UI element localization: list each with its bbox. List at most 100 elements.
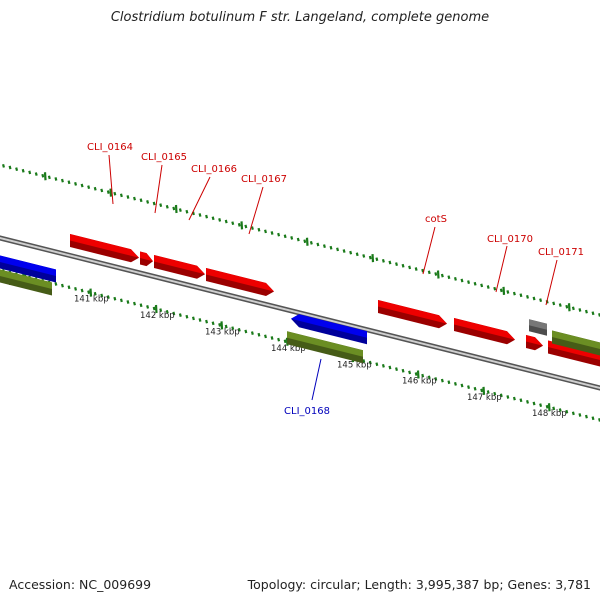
top-ruler-minor-tick <box>47 175 51 180</box>
misc-feature-highlight <box>529 319 547 330</box>
gene-label-8: CLI_0168 <box>284 406 330 417</box>
bottom-ruler-minor-tick <box>74 287 78 291</box>
bottom-ruler-minor-tick <box>545 404 549 409</box>
bottom-ruler-minor-tick <box>87 290 91 295</box>
bottom-ruler-minor-tick <box>591 416 595 421</box>
gene-cots <box>378 300 447 329</box>
top-ruler-minor-tick <box>460 278 464 283</box>
top-ruler-minor-tick <box>113 191 117 196</box>
gene-cli-0168 <box>291 314 367 345</box>
top-ruler-minor-tick <box>224 219 228 224</box>
bottom-ruler-minor-tick <box>480 388 484 393</box>
genome-summary-text: Topology: circular; Length: 3,995,387 bp… <box>247 577 591 592</box>
top-ruler-minor-tick <box>133 196 136 201</box>
top-ruler-minor-tick <box>401 263 405 268</box>
bottom-ruler-minor-tick <box>198 318 202 322</box>
top-ruler-minor-tick <box>41 173 45 178</box>
top-ruler-minor-tick <box>250 226 254 230</box>
bottom-ruler-minor-tick <box>178 313 182 317</box>
bottom-ruler-minor-tick <box>257 332 261 337</box>
top-ruler-major-tick <box>240 221 244 230</box>
top-ruler-minor-tick <box>571 306 575 311</box>
cds-bar-right-highlight <box>552 330 600 349</box>
gene-cli-0165 <box>140 251 153 267</box>
cds-bar-mid-highlight <box>287 331 363 357</box>
top-ruler-minor-tick <box>526 295 529 299</box>
top-ruler-minor-tick <box>2 164 5 168</box>
bottom-ruler-minor-tick <box>440 378 444 383</box>
gene-cli-0166-highlight <box>154 255 205 275</box>
bottom-ruler-minor-tick <box>165 309 169 314</box>
cds-bar-right <box>552 330 600 356</box>
top-ruler-minor-tick <box>15 167 19 172</box>
top-ruler-minor-tick <box>54 177 58 181</box>
gene-label-leader-4 <box>248 186 264 235</box>
gene-label-6: CLI_0170 <box>487 234 533 245</box>
top-ruler-minor-tick <box>309 240 313 245</box>
top-ruler-minor-tick <box>355 252 359 257</box>
top-ruler-minor-tick <box>283 234 287 239</box>
bottom-ruler-minor-tick <box>237 327 241 332</box>
bottom-ruler-minor-tick <box>368 360 372 365</box>
top-ruler-minor-tick <box>264 229 267 234</box>
top-ruler-minor-tick <box>185 209 189 214</box>
top-ruler-minor-tick <box>486 285 490 289</box>
cds-bar-left-highlight <box>0 269 52 289</box>
gene-cli-0164-highlight <box>70 234 139 258</box>
top-ruler-minor-tick <box>539 298 543 303</box>
bottom-ruler-minor-tick <box>106 295 110 299</box>
top-ruler-minor-tick <box>106 190 110 194</box>
bottom-ruler-major-tick <box>220 321 224 330</box>
top-ruler-minor-tick <box>231 221 235 226</box>
top-ruler-minor-tick <box>80 183 84 188</box>
top-ruler-minor-tick <box>146 200 150 204</box>
top-ruler-minor-tick <box>237 222 241 227</box>
bottom-ruler-minor-tick <box>250 331 254 335</box>
bottom-ruler-minor-tick <box>80 288 84 293</box>
bottom-ruler-minor-tick <box>460 383 464 388</box>
bottom-ruler-minor-tick <box>113 296 117 301</box>
top-ruler-minor-tick <box>67 180 71 185</box>
top-ruler-minor-tick <box>467 280 471 285</box>
top-ruler-minor-tick <box>34 172 38 176</box>
gene-label-4: CLI_0167 <box>241 174 287 185</box>
top-ruler-major-tick <box>371 254 375 263</box>
gene-cots-highlight <box>378 300 447 324</box>
bottom-ruler-major-tick <box>482 386 486 395</box>
gene-label-7: CLI_0171 <box>538 247 584 258</box>
top-ruler-minor-tick <box>388 260 392 265</box>
top-ruler-minor-tick <box>499 288 503 293</box>
top-ruler-minor-tick <box>349 250 353 255</box>
scale-label-3: 142 kbp <box>140 311 175 321</box>
bottom-ruler-minor-tick <box>152 306 156 311</box>
top-ruler-minor-tick <box>100 188 104 193</box>
gene-reverse-left <box>0 255 56 283</box>
bottom-ruler-minor-tick <box>54 282 58 286</box>
bottom-ruler-minor-tick <box>532 401 536 406</box>
bottom-ruler-minor-tick <box>205 319 209 324</box>
bottom-ruler-minor-tick <box>526 400 529 404</box>
bottom-ruler-minor-tick <box>211 321 215 326</box>
top-ruler-major-tick <box>174 204 178 214</box>
bottom-ruler-minor-tick <box>395 367 398 371</box>
bottom-ruler-major-tick <box>547 403 551 412</box>
gene-label-5: cotS <box>425 214 447 225</box>
gene-label-leader-5 <box>422 226 436 275</box>
top-ruler-minor-tick <box>395 262 398 266</box>
bottom-ruler-minor-tick <box>584 414 588 419</box>
bottom-ruler-minor-tick <box>218 323 222 327</box>
gene-label-leader-3 <box>188 176 211 221</box>
scale-label-4: 143 kbp <box>205 327 240 337</box>
top-ruler-minor-tick <box>519 293 523 298</box>
map-title: Clostridium botulinum F str. Langeland, … <box>110 10 490 25</box>
top-ruler-minor-tick <box>362 254 366 258</box>
top-ruler-minor-tick <box>408 265 412 270</box>
bottom-ruler-minor-tick <box>512 396 516 401</box>
gene-cli-0168-highlight <box>291 314 367 338</box>
bottom-ruler-minor-tick <box>408 370 412 375</box>
bottom-ruler-minor-tick <box>172 311 176 316</box>
gene-cli-0164 <box>70 234 139 263</box>
bottom-ruler-minor-tick <box>159 308 163 313</box>
top-ruler-minor-tick <box>453 276 457 281</box>
gene-label-leader-7 <box>545 259 558 306</box>
